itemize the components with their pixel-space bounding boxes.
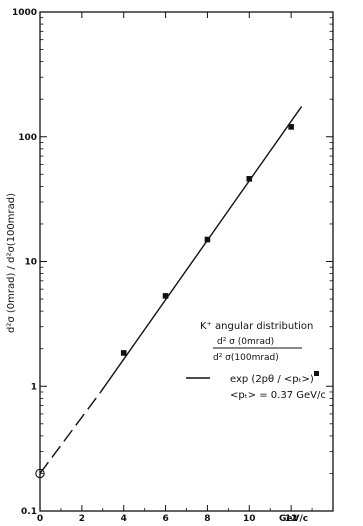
fit-lines [39, 106, 303, 474]
y-tick-label: 100 [18, 133, 37, 143]
fit-line-solid [100, 106, 303, 393]
x-tick-label: 8 [204, 514, 210, 524]
legend: K⁺ angular distribution d² σ (0mrad) d² … [186, 321, 326, 401]
legend-fit-param: <pₜ> = 0.37 GeV/c [230, 390, 326, 401]
y-tick-label: 1000 [12, 8, 37, 18]
y-tick-label: 1 [31, 382, 37, 392]
y-axis-label: d²σ (0mrad) / d²σ(100mrad) [6, 193, 17, 333]
data-point [204, 236, 211, 243]
y-tick-label: 0.1 [21, 507, 37, 517]
data-points [35, 124, 294, 479]
plot-frame [39, 11, 334, 512]
data-point [246, 176, 253, 182]
x-tick-label: 6 [162, 514, 168, 524]
legend-square-marker [314, 371, 319, 376]
legend-ratio-numerator: d² σ (0mrad) [217, 337, 274, 347]
y-tick-label: 10 [24, 258, 37, 268]
x-axis-unit: GeV/c [279, 514, 308, 524]
data-point [288, 124, 294, 130]
legend-title: K⁺ angular distribution [200, 321, 313, 332]
data-point [120, 350, 127, 356]
fit-line-dashed [39, 391, 102, 474]
data-point [162, 293, 169, 299]
legend-fit-label: exp (2pθ / <pₜ>) [230, 374, 314, 385]
x-tick-label: 10 [243, 514, 256, 524]
legend-ratio-denominator: d² σ(100mrad) [213, 353, 279, 363]
plot-border [39, 11, 334, 512]
x-tick-label: 0 [37, 514, 43, 524]
x-axis: 0 2 4 6 8 10 12 [37, 12, 313, 524]
y-axis: 0.1 1 10 100 1000 [12, 8, 333, 517]
x-tick-label: 12 [285, 514, 298, 524]
x-tick-label: 4 [121, 514, 127, 524]
origin-circle-marker [35, 468, 45, 479]
x-tick-label: 2 [79, 514, 85, 524]
